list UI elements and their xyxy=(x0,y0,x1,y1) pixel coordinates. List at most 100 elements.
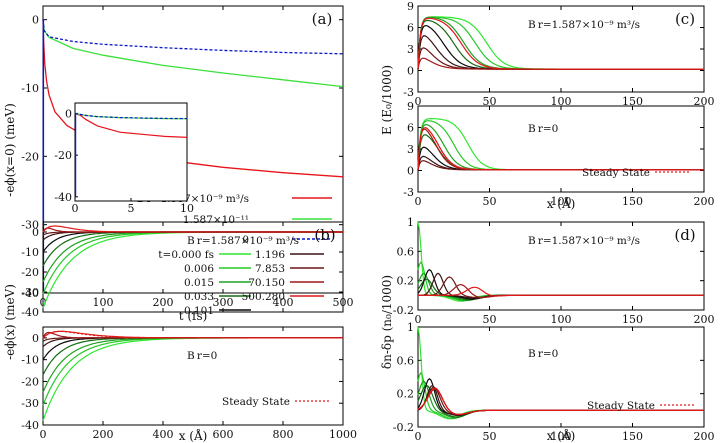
panel-d-bottom-frame xyxy=(417,326,705,428)
x-tick-label: 100 xyxy=(551,313,572,326)
x-tick-label: 150 xyxy=(622,195,643,208)
series-line-3 xyxy=(417,134,704,171)
y-tick-label: -10 xyxy=(21,246,39,259)
legend-entry: 7.853 xyxy=(255,263,285,275)
y-tick-label: 0 xyxy=(32,14,39,27)
y-tick-label: -3 xyxy=(403,186,414,199)
inset-series-line-0 xyxy=(74,112,188,138)
series-line-7 xyxy=(417,128,704,171)
y-tick-label: 0.2 xyxy=(397,275,415,288)
steady-state-line xyxy=(417,387,704,415)
x-tick-label: 200 xyxy=(694,430,715,443)
y-tick-label: -20 xyxy=(21,266,39,279)
inset-series-line-2 xyxy=(74,112,188,120)
panel-label-a: (a) xyxy=(312,10,333,28)
x-tick-label: 200 xyxy=(694,313,715,326)
series-line-4 xyxy=(417,25,704,70)
x-tick-label: 0 xyxy=(415,195,422,208)
x-axis-label: x (Å) xyxy=(547,428,576,443)
inset-x-tick-label: 10 xyxy=(180,202,194,215)
y-tick-label: 9 xyxy=(407,100,414,113)
series-line-1 xyxy=(42,337,343,406)
panel-c-bottom-frame xyxy=(417,105,705,193)
steady-state-line xyxy=(417,127,704,171)
x-axis-label: x (Å) xyxy=(547,196,576,211)
series-line-1 xyxy=(42,19,344,88)
series-line-2 xyxy=(42,337,343,393)
y-tick-label: 1 xyxy=(407,321,414,334)
x-tick-label: 0 xyxy=(415,430,422,443)
y-tick-label: 9 xyxy=(407,0,414,13)
x-tick-label: 200 xyxy=(93,428,114,441)
y-tick-label: 0 xyxy=(32,226,39,239)
inset-x-tick-label: 5 xyxy=(128,202,135,215)
series-line-5 xyxy=(418,272,704,299)
x-tick-label: 100 xyxy=(551,95,572,108)
annotation: B r=0 xyxy=(187,350,217,362)
y-tick-label: -0.2 xyxy=(393,421,414,434)
y-axis-label: E (E₀/1000) xyxy=(380,65,394,135)
series-line-0 xyxy=(417,221,704,302)
legend-entry: 0.006 xyxy=(184,263,214,275)
y-axis-label: -eϕ(x=0) (meV) xyxy=(3,103,17,196)
series-line-8 xyxy=(42,330,343,339)
series-line-0 xyxy=(417,117,704,171)
y-tick-label: 6 xyxy=(407,122,414,135)
inset-y-tick-label: 0 xyxy=(65,107,72,120)
x-tick-label: 150 xyxy=(622,95,643,108)
panel-label-b: (b) xyxy=(314,226,335,244)
y-tick-label: -10 xyxy=(21,354,39,367)
y-tick-label: -20 xyxy=(21,150,39,163)
y-tick-label: -0.2 xyxy=(393,304,414,317)
x-tick-label: 50 xyxy=(483,195,497,208)
y-tick-label: -3 xyxy=(403,86,414,99)
x-tick-label: 400 xyxy=(273,296,294,309)
x-tick-label: 200 xyxy=(694,195,715,208)
series-line-6 xyxy=(417,47,704,70)
legend-entry: t=0.000 fs xyxy=(158,249,214,261)
y-tick-label: 3 xyxy=(407,143,414,156)
inset-frame xyxy=(74,102,188,202)
series-line-8 xyxy=(42,225,343,233)
y-tick-label: 0.6 xyxy=(397,245,415,258)
series-line-2 xyxy=(417,380,704,419)
panel-label-d: (d) xyxy=(674,226,695,244)
y-tick-label: -30 xyxy=(21,286,39,299)
legend-entry: 0 xyxy=(242,234,249,246)
inset-y-tick-label: -40 xyxy=(54,191,72,204)
y-tick-label: 0 xyxy=(407,165,414,178)
legend-entry: 1.196 xyxy=(255,249,285,261)
x-tick-label: 50 xyxy=(483,430,497,443)
x-tick-label: 600 xyxy=(213,428,234,441)
y-tick-label: 1 xyxy=(407,216,414,229)
series-line-8 xyxy=(417,127,704,171)
legend-entry: 0.101 xyxy=(184,305,214,317)
series-line-8 xyxy=(418,286,704,297)
y-tick-label: 0.6 xyxy=(397,354,415,367)
x-tick-label: 400 xyxy=(153,428,174,441)
x-tick-label: 200 xyxy=(694,95,715,108)
annotation: B r=1.587×10⁻⁹ m³/s xyxy=(528,235,640,247)
series-line-6 xyxy=(418,276,704,299)
x-tick-label: 50 xyxy=(483,313,497,326)
y-tick-label: -30 xyxy=(21,397,39,410)
x-tick-label: 300 xyxy=(213,296,234,309)
x-tick-label: 150 xyxy=(622,313,643,326)
steady-state-line xyxy=(42,330,343,339)
legend-entry: 70.150 xyxy=(248,277,285,289)
x-axis-label: x (Å) xyxy=(179,428,208,443)
panel-b-top-frame xyxy=(42,221,344,313)
legend-entry: 0.033 xyxy=(184,291,214,303)
series-line-2 xyxy=(42,19,344,55)
y-tick-label: -20 xyxy=(21,375,39,388)
annotation: B r=0 xyxy=(528,123,558,135)
legend-entry: Steady State xyxy=(582,167,650,179)
y-tick-label: 0 xyxy=(32,332,39,345)
legend-entry: Steady State xyxy=(587,400,655,412)
y-tick-label: -40 xyxy=(21,287,39,300)
x-tick-label: 100 xyxy=(93,296,114,309)
legend-entry: 1.587×10⁻¹¹ xyxy=(183,214,249,226)
y-axis-label: -eϕ(x) (meV) xyxy=(3,284,17,360)
x-tick-label: 1000 xyxy=(329,428,357,441)
